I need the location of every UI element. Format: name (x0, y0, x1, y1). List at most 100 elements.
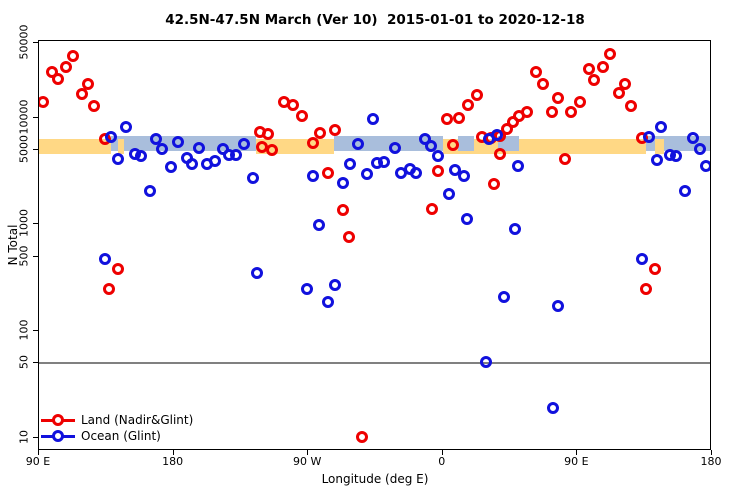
land-data-point (520, 106, 533, 119)
ocean-data-point (409, 166, 422, 179)
ocean-data-point (336, 176, 349, 189)
land-data-point (604, 48, 617, 61)
ocean-data-point (508, 223, 521, 236)
x-axis-tick (38, 450, 39, 455)
ocean-data-point (498, 291, 511, 303)
ocean-data-point (686, 131, 699, 144)
land-data-point (296, 109, 309, 122)
y-axis-tick-label: 500 (17, 245, 31, 267)
land-data-point (441, 113, 454, 125)
ocean-data-point (351, 137, 364, 150)
ocean-data-point (490, 128, 503, 141)
ocean-data-point (424, 139, 437, 152)
land-data-point (493, 148, 506, 161)
ocean-data-point (300, 283, 313, 296)
land-data-point (82, 78, 95, 91)
x-axis-tick (441, 450, 443, 455)
x-axis-title: Longitude (deg E) (321, 472, 429, 486)
ocean-data-point (164, 160, 177, 173)
land-data-point (67, 49, 80, 62)
land-data-point (596, 60, 609, 73)
land-data-point (487, 177, 500, 190)
legend: Land (Nadir&Glint) Ocean (Glint) (41, 412, 193, 444)
ocean-data-point (442, 188, 455, 201)
ocean-data-point (209, 155, 222, 168)
ocean-data-point (694, 143, 707, 156)
y-axis-tick (33, 362, 38, 364)
y-axis-tick-label: 10000 (17, 99, 31, 135)
ocean-data-point (329, 278, 342, 291)
land-data-point (471, 88, 484, 101)
y-axis-tick (33, 255, 38, 257)
x-axis-tick (307, 450, 309, 455)
ocean-data-point (155, 143, 168, 156)
ocean-data-point (670, 149, 683, 162)
y-axis-tick (33, 437, 38, 438)
land-data-point (649, 262, 662, 275)
land-data-point (574, 95, 587, 108)
land-data-point (88, 99, 101, 112)
ocean-data-point (112, 153, 125, 166)
land-data-point (537, 78, 549, 91)
y-axis-tick (33, 116, 38, 118)
land-data-point (103, 283, 116, 296)
land-data-point (583, 63, 596, 76)
land-data-point (529, 66, 542, 79)
ocean-data-point (134, 149, 147, 162)
y-axis-tick (33, 148, 38, 150)
land-data-point (336, 203, 349, 216)
ocean-data-point (312, 219, 325, 232)
y-axis-tick-label: 50000 (17, 24, 31, 60)
map-strip-land-segment (655, 139, 665, 154)
ocean-data-point (650, 153, 663, 166)
ocean-data-point (172, 136, 185, 149)
ocean-data-point (344, 158, 357, 171)
land-data-point (426, 203, 439, 216)
land-data-point (342, 231, 355, 244)
land-data-point (462, 98, 475, 111)
legend-label-land: Land (Nadir&Glint) (81, 413, 194, 427)
ocean-data-point (643, 130, 656, 143)
land-legend-circle-icon (52, 414, 64, 426)
ocean-data-point (360, 168, 373, 181)
ocean-data-point (230, 148, 243, 161)
land-data-point (51, 72, 64, 85)
x-axis-tick (576, 450, 578, 455)
map-strip-land-segment (118, 139, 125, 154)
land-data-point (565, 106, 578, 119)
ocean-data-point (251, 266, 264, 279)
ocean-data-point (511, 160, 524, 173)
ocean-data-point (246, 172, 259, 185)
ocean-data-point (388, 142, 401, 155)
ocean-data-point (321, 296, 334, 309)
y-axis-tick (33, 41, 38, 43)
ocean-data-point (460, 212, 473, 225)
ocean-data-point (185, 158, 198, 171)
legend-item-ocean: Ocean (Glint) (41, 428, 193, 444)
plot-area: Land (Nadir&Glint) Ocean (Glint) (38, 40, 711, 450)
y-axis-tick-label: 10 (17, 430, 31, 444)
plot-clip-region (39, 41, 710, 449)
ocean-series-symbol (41, 430, 75, 442)
x-axis-tick-label: 90 E (564, 455, 589, 468)
land-data-point (587, 73, 600, 86)
y-axis-tick-label: 5000 (17, 134, 31, 163)
land-data-point (321, 166, 334, 179)
map-strip-land-segment (39, 139, 111, 154)
land-data-point (613, 86, 626, 99)
land-data-point (59, 60, 72, 73)
chart-title: 42.5N-47.5N March (Ver 10) 2015-01-01 to… (165, 12, 585, 28)
ocean-data-point (149, 132, 162, 145)
x-axis-tick-label: 90 W (293, 455, 322, 468)
ocean-data-point (366, 113, 379, 126)
land-data-point (306, 136, 319, 149)
ocean-data-point (432, 150, 445, 163)
ocean-data-point (306, 169, 319, 182)
ocean-data-point (551, 299, 564, 312)
reference-line-50 (39, 362, 710, 365)
land-data-point (76, 88, 89, 101)
land-data-point (261, 128, 274, 141)
ocean-data-point (547, 402, 560, 415)
land-data-point (551, 92, 564, 105)
